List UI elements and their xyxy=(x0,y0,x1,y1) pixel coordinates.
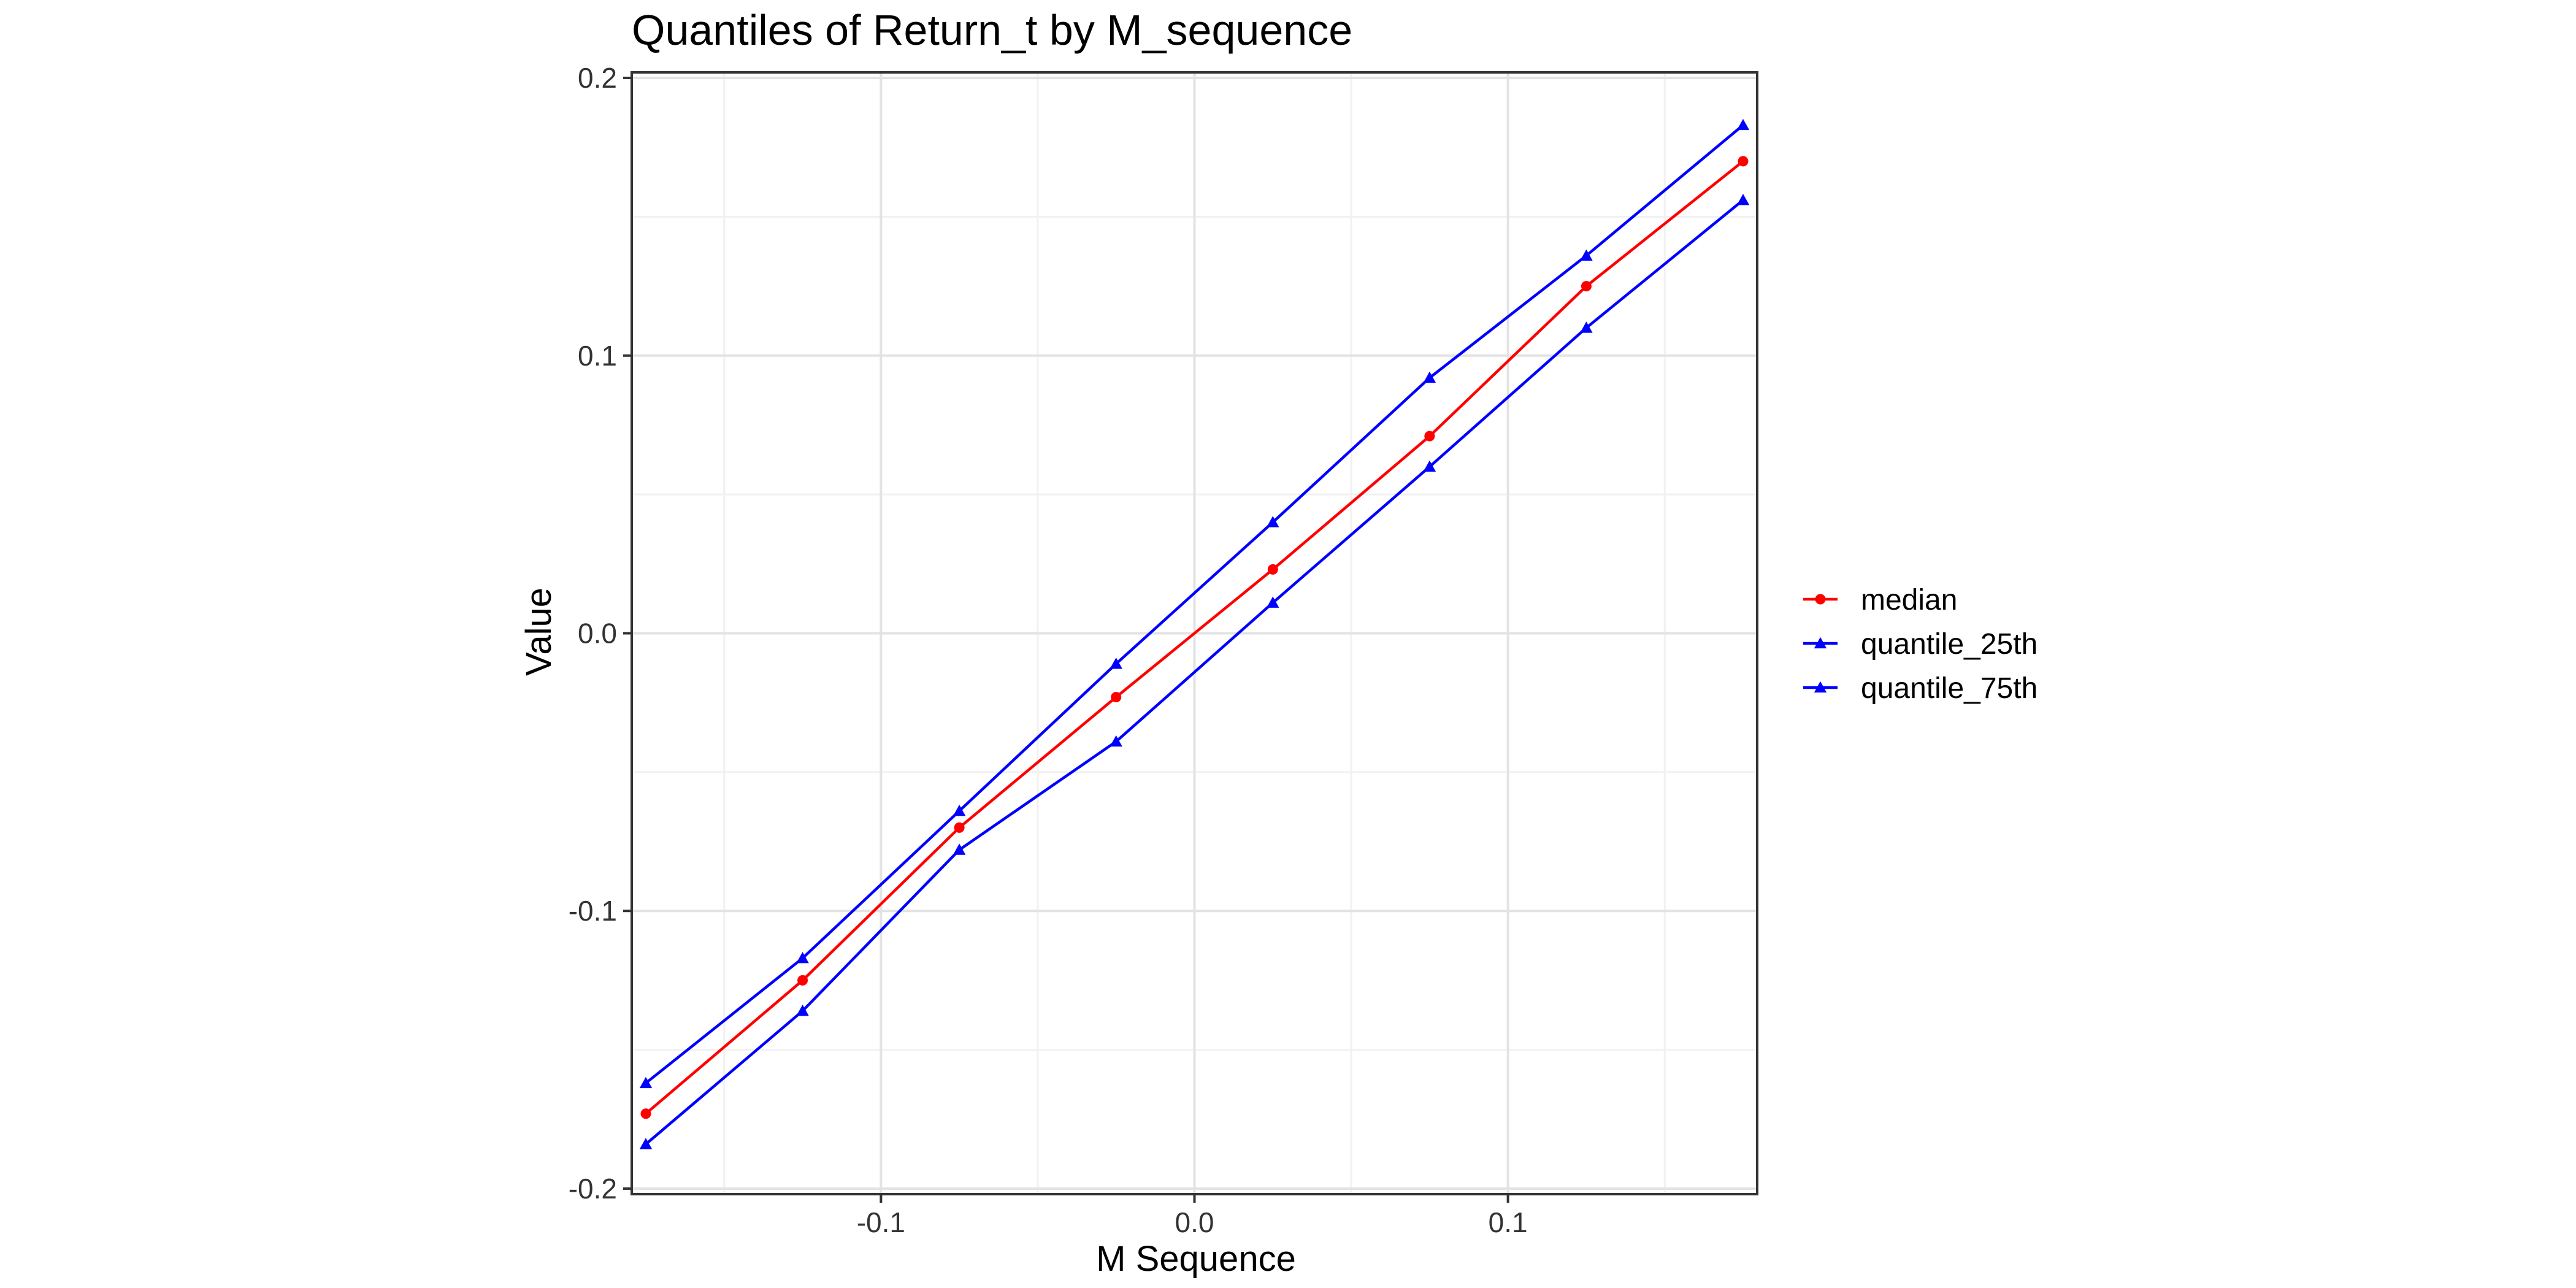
series-quantile_75th xyxy=(639,194,1750,1149)
data-point-quantile_75th xyxy=(1423,460,1436,472)
series-layer xyxy=(639,118,1750,1149)
data-point-quantile_25th xyxy=(1423,371,1436,383)
legend-item-quantile_25th: quantile_25th xyxy=(1803,628,2037,661)
data-point-quantile_25th xyxy=(1580,249,1593,261)
data-point-median xyxy=(1267,564,1278,575)
data-point-quantile_75th xyxy=(953,843,966,855)
x-tick-label: -0.1 xyxy=(857,1206,905,1238)
data-point-quantile_75th xyxy=(639,1138,653,1149)
data-point-quantile_25th xyxy=(953,805,966,816)
legend-label: quantile_75th xyxy=(1861,672,2037,705)
data-point-quantile_75th xyxy=(1267,596,1279,608)
data-point-quantile_25th xyxy=(639,1076,653,1089)
chart-title: Quantiles of Return_t by M_sequence xyxy=(632,6,1352,54)
series-line-quantile_75th xyxy=(645,199,1744,1146)
data-point-quantile_75th xyxy=(1580,321,1593,333)
series-line-quantile_25th xyxy=(645,124,1744,1084)
data-point-quantile_25th xyxy=(1110,657,1122,669)
x-axis: -0.1 0.0 0.1 xyxy=(857,1194,1528,1238)
series-line-median xyxy=(645,160,1744,1115)
data-point-quantile_75th xyxy=(1736,194,1750,205)
y-tick-label: 0.1 xyxy=(578,340,617,372)
legend-label: median xyxy=(1861,584,1957,616)
y-tick-label: -0.2 xyxy=(569,1173,617,1205)
data-point-quantile_25th xyxy=(1267,516,1279,527)
legend-key-marker xyxy=(1814,681,1827,693)
data-point-quantile_25th xyxy=(796,951,809,964)
legend-item-quantile_75th: quantile_75th xyxy=(1803,672,2037,705)
data-point-median xyxy=(1424,431,1435,442)
data-point-quantile_25th xyxy=(1736,118,1750,131)
x-axis-title: M Sequence xyxy=(1096,1239,1296,1279)
y-axis: -0.2 -0.1 0.0 0.1 0.2 xyxy=(569,62,632,1205)
data-point-median xyxy=(640,1108,651,1119)
y-tick-label: -0.1 xyxy=(569,895,617,927)
data-point-median xyxy=(797,975,808,986)
legend: median quantile_25th quantile_75th xyxy=(1803,584,2037,705)
series-quantile_25th xyxy=(639,118,1750,1089)
x-tick-label: 0.1 xyxy=(1489,1206,1528,1238)
data-point-quantile_75th xyxy=(1110,735,1122,747)
data-point-median xyxy=(1111,692,1122,703)
legend-key-marker xyxy=(1815,594,1826,605)
y-axis-title: Value xyxy=(519,588,559,676)
y-tick-label: 0.2 xyxy=(578,62,617,94)
data-point-median xyxy=(954,822,965,833)
data-point-median xyxy=(1581,281,1592,292)
y-tick-label: 0.0 xyxy=(578,618,617,650)
legend-label: quantile_25th xyxy=(1861,628,2037,661)
series-median xyxy=(640,156,1749,1119)
data-point-quantile_75th xyxy=(796,1005,809,1016)
x-tick-label: 0.0 xyxy=(1175,1206,1214,1238)
legend-item-median: median xyxy=(1803,584,1957,616)
legend-key-marker xyxy=(1814,637,1827,649)
data-point-median xyxy=(1738,156,1749,167)
